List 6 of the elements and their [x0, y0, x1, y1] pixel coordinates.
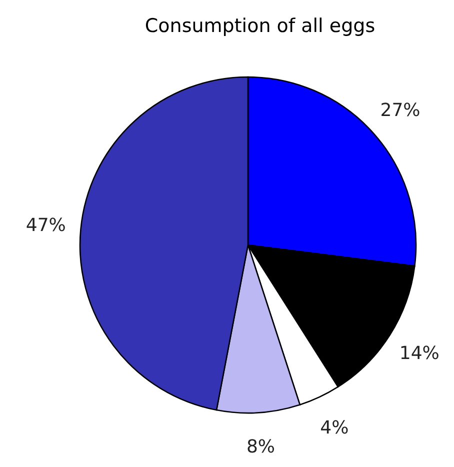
data-label: 8% [246, 436, 276, 458]
data-label: 47% [26, 214, 66, 236]
data-label: 4% [320, 418, 349, 439]
data-label: 14% [399, 342, 440, 364]
chart-title: Consumption of all eggs [144, 15, 376, 37]
data-label: 27% [380, 100, 420, 121]
